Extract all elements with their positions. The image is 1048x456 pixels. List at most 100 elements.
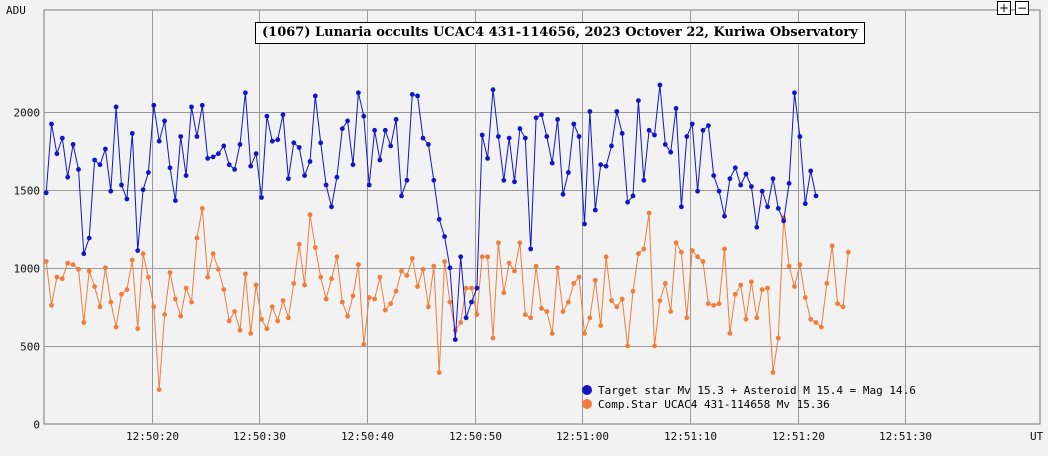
comp-series-point (59, 276, 65, 282)
target-series-point (592, 207, 598, 213)
target-series-point (404, 177, 410, 183)
comp-series-point (765, 285, 770, 291)
comp-series-point (501, 290, 507, 296)
target-series-point (259, 195, 264, 200)
y-tick-label: 500 (20, 341, 40, 354)
target-series-point (501, 177, 507, 183)
comp-series-point (743, 316, 749, 322)
chart-title: (1067) Lunaria occults UCAC4 431-114656,… (255, 22, 865, 44)
target-series-point (156, 138, 162, 144)
target-series-point (555, 117, 560, 122)
target-series-point (743, 171, 749, 177)
target-series-point (436, 216, 442, 222)
target-series-point (679, 204, 684, 210)
comp-series-point (566, 299, 571, 305)
target-series-point (54, 151, 60, 157)
comp-series-point (770, 370, 776, 375)
chart-axes: 0 500 1000 1500 2000 12:50:20 12:50:30 12:50:40… (6, 4, 1044, 443)
target-series-point (226, 162, 232, 168)
comp-series-point (393, 288, 399, 294)
legend-marker-comp (582, 399, 592, 409)
comp-series-point (738, 282, 744, 288)
target-series-point (566, 170, 571, 175)
zoom-out-button[interactable]: − (1015, 1, 1029, 15)
target-series-point (706, 123, 711, 128)
target-series-point (479, 132, 485, 138)
plot-area (43, 9, 1041, 425)
target-series-point (329, 204, 334, 210)
target-series-point (135, 248, 141, 254)
comp-series-point (296, 241, 302, 247)
comp-series-point (555, 265, 560, 271)
y-tick-label: 2000 (14, 107, 41, 120)
comp-series-point (732, 291, 738, 297)
comp-series-point (361, 341, 367, 347)
target-series-point (442, 234, 447, 239)
x-axis-label: UT (1030, 430, 1044, 443)
comp-series-point (587, 315, 593, 321)
target-series-point (447, 265, 453, 271)
comp-series-point (280, 298, 286, 303)
target-series-point (759, 188, 765, 194)
comp-series-point (657, 298, 663, 303)
y-tick-label: 1500 (14, 185, 41, 198)
comp-series-point (619, 296, 625, 302)
target-series-point (275, 137, 281, 143)
comp-series-point (711, 302, 717, 308)
target-series-point (409, 92, 415, 97)
comp-series-point (92, 284, 97, 289)
target-series-point (372, 127, 377, 133)
target-series-point (307, 159, 313, 164)
comp-series-point (636, 251, 641, 257)
zoom-in-button[interactable]: + (997, 1, 1011, 15)
comp-series-point (539, 306, 544, 311)
target-series-point (210, 154, 216, 160)
comp-series-point (119, 291, 124, 297)
comp-series-point (199, 206, 205, 211)
x-tick-label: 12:50:20 (126, 430, 179, 443)
comp-series-point (264, 326, 270, 332)
target-series-point (81, 251, 87, 257)
legend-item-comp: Comp.Star UCAC4 431-114658 Mv 15.36 (582, 397, 916, 411)
comp-series-point (140, 251, 146, 257)
target-series-point (92, 157, 97, 163)
target-series-point (302, 173, 307, 179)
comp-series-point (372, 296, 377, 302)
legend-marker-target (582, 385, 592, 395)
comp-series-point (474, 312, 480, 317)
target-series-point (792, 90, 797, 96)
target-series-point (571, 121, 577, 127)
target-series-point (813, 193, 819, 199)
comp-series-point (382, 307, 388, 313)
target-series-point (609, 143, 614, 149)
target-series-point (684, 134, 690, 139)
comp-series-point (840, 304, 846, 310)
comp-series-point (173, 296, 178, 302)
target-series-point (689, 121, 695, 127)
target-series-point (248, 163, 254, 169)
target-series-point (388, 143, 394, 149)
target-series-point (614, 109, 620, 114)
target-series-point (140, 187, 146, 193)
target-series-point (108, 188, 114, 194)
target-series-point (232, 167, 238, 172)
comp-series-point (695, 254, 700, 260)
chart-series (43, 82, 851, 392)
comp-series-point (275, 318, 281, 324)
target-series-point (630, 193, 636, 199)
comp-series-point (70, 262, 76, 267)
y-axis-label: ADU (6, 4, 26, 17)
target-series-point (738, 182, 744, 188)
comp-series-point (630, 288, 636, 294)
comp-series-point (609, 298, 614, 303)
target-series-point (119, 182, 124, 188)
target-series-point (496, 134, 501, 139)
target-series-point (560, 191, 566, 197)
target-series-point (350, 162, 356, 168)
comp-series-point (146, 274, 151, 280)
target-series-point (59, 135, 65, 141)
comp-series-point (248, 331, 254, 336)
x-tick-label: 12:51:30 (879, 430, 932, 443)
comp-series-point (749, 279, 754, 285)
target-series-point (646, 127, 652, 133)
